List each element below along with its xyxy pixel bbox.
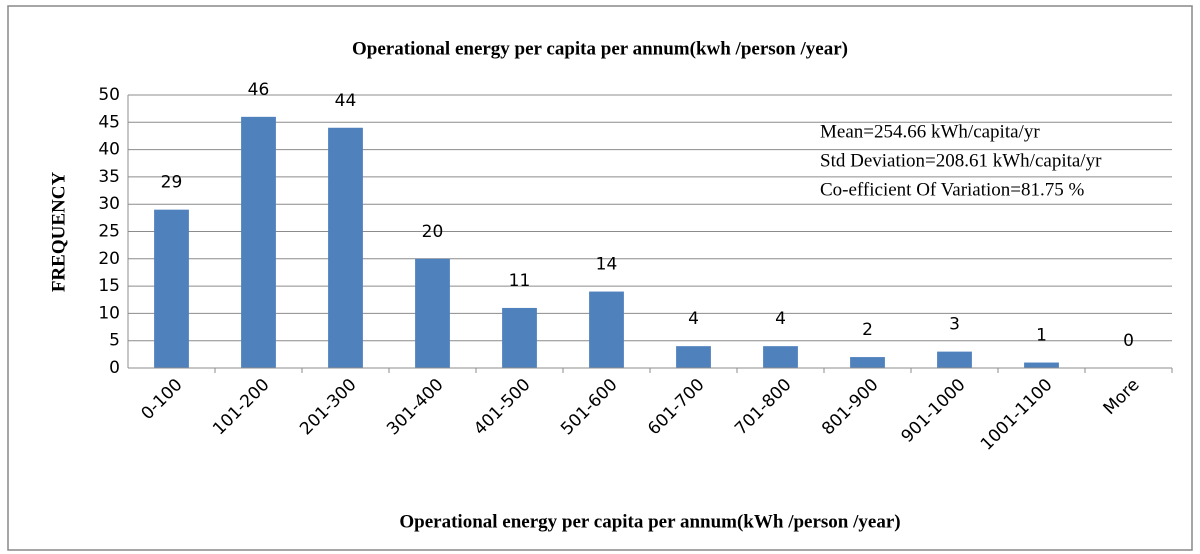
annotation: Std Deviation=208.61 kWh/capita/yr <box>820 150 1102 171</box>
data-label: 2 <box>862 320 873 340</box>
y-tick-label: 10 <box>98 303 120 323</box>
y-axis-label: FREQUENCY <box>48 172 69 293</box>
chart-frame <box>7 5 1193 551</box>
y-tick-label: 30 <box>98 194 120 214</box>
bar <box>589 291 624 368</box>
y-tick-label: 20 <box>98 249 120 269</box>
annotation: Co-efficient Of Variation=81.75 % <box>820 179 1085 200</box>
y-tick-label: 15 <box>98 276 120 296</box>
bar <box>676 346 711 368</box>
y-tick-label: 45 <box>98 112 120 132</box>
data-label: 4 <box>688 309 699 329</box>
x-axis-label: Operational energy per capita per annum(… <box>399 511 900 532</box>
data-label: 4 <box>775 309 786 329</box>
bar <box>850 357 885 368</box>
bar <box>763 346 798 368</box>
data-label: 46 <box>248 80 270 100</box>
bar <box>502 307 537 368</box>
data-label: 3 <box>949 315 960 335</box>
data-label: 29 <box>161 173 183 193</box>
bar <box>1024 362 1059 368</box>
y-tick-label: 40 <box>98 140 120 160</box>
y-tick-label: 0 <box>109 358 120 378</box>
bar <box>154 209 189 368</box>
data-label: 0 <box>1123 331 1134 351</box>
y-tick-label: 25 <box>98 222 120 242</box>
data-label: 1 <box>1036 326 1047 346</box>
chart-title: Operational energy per capita per annum(… <box>352 38 848 59</box>
y-tick-label: 5 <box>109 331 120 351</box>
bar <box>328 127 363 368</box>
bar <box>415 258 450 368</box>
data-label: 11 <box>509 271 531 291</box>
bar <box>241 116 276 368</box>
data-label: 14 <box>596 255 618 275</box>
y-tick-label: 35 <box>98 167 120 187</box>
y-tick-label: 50 <box>98 85 120 105</box>
annotation: Mean=254.66 kWh/capita/yr <box>820 121 1040 142</box>
data-label: 20 <box>422 222 444 242</box>
data-label: 44 <box>335 91 357 111</box>
bar <box>937 351 972 368</box>
